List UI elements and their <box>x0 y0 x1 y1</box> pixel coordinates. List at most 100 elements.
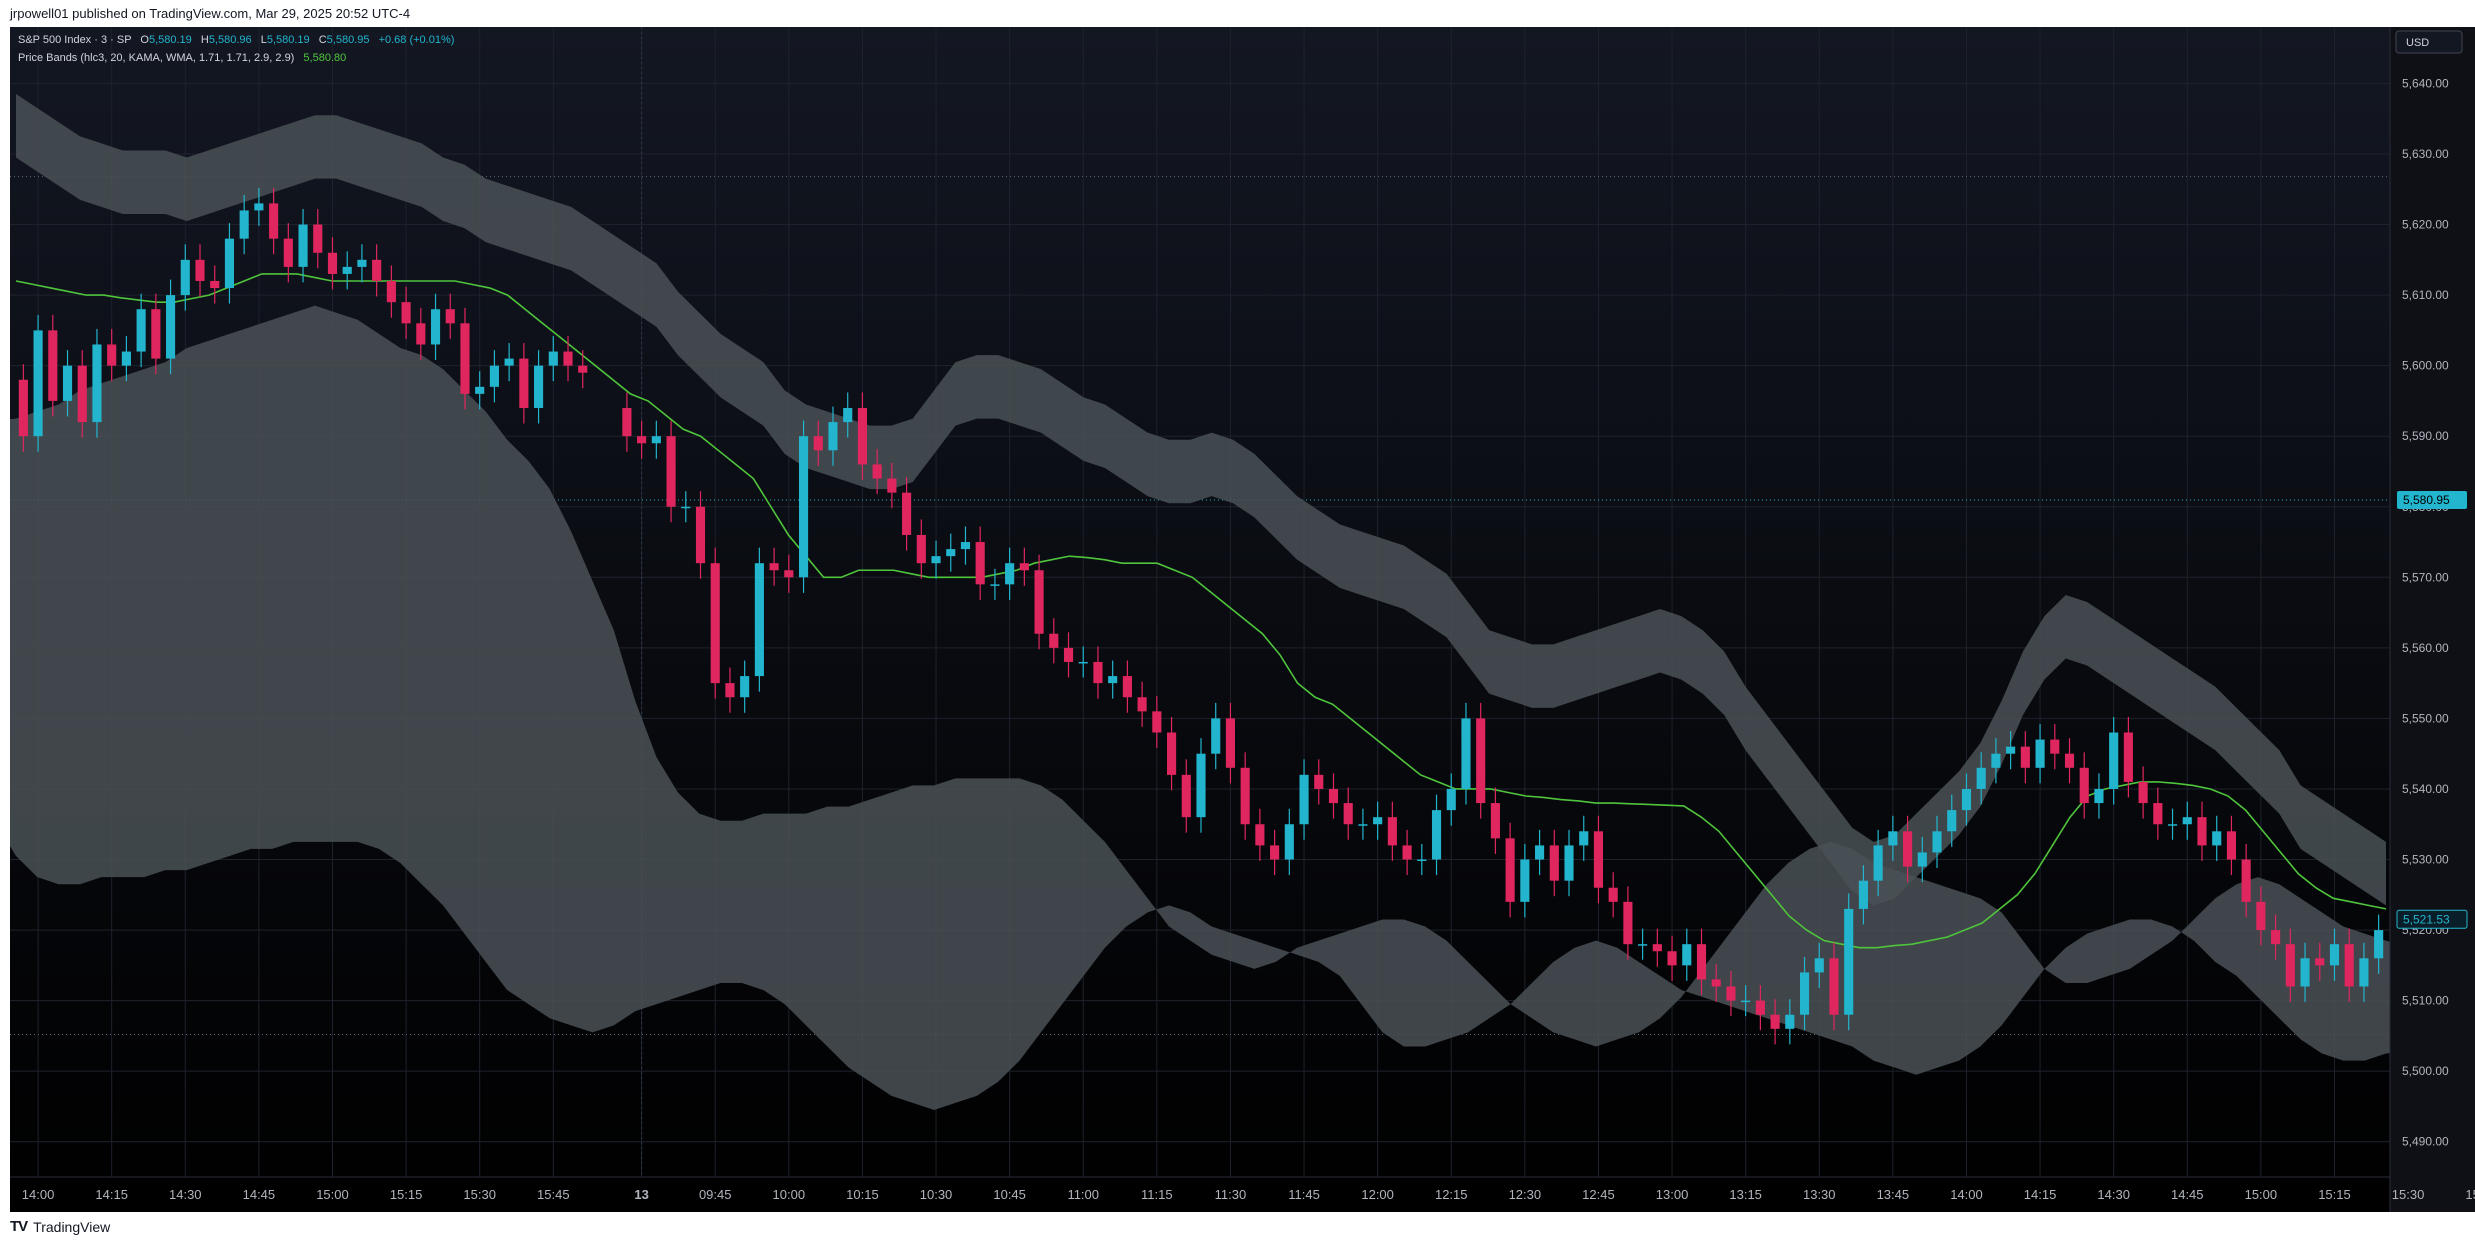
candle-body <box>1579 831 1589 846</box>
candle-body <box>1961 788 1972 811</box>
time-tick-label: 10:45 <box>993 1187 1026 1202</box>
candle-body <box>416 323 426 345</box>
candle-body <box>1270 845 1280 860</box>
candle-body <box>916 534 926 564</box>
candle-body <box>1535 845 1545 860</box>
candle-body <box>224 238 235 289</box>
candle-body <box>1770 1014 1780 1029</box>
candle-body <box>1137 697 1147 712</box>
legend-close-label: C <box>319 34 327 46</box>
candle-body <box>1932 831 1942 853</box>
candle-body <box>2079 767 2089 804</box>
candle-body <box>769 563 779 571</box>
candle-body <box>534 365 544 408</box>
candle-body <box>1785 1014 1795 1029</box>
candle-body <box>1240 767 1250 825</box>
time-tick-label: 11:45 <box>1288 1187 1320 1202</box>
price-tick-label: 5,570.00 <box>2402 570 2449 584</box>
candle-body <box>1387 817 1397 846</box>
candle-body <box>1225 718 1236 768</box>
candle-body <box>269 203 279 239</box>
candle-body <box>180 259 190 296</box>
candle-body <box>1903 831 1913 867</box>
time-tick-label: 13 <box>634 1187 648 1202</box>
candle-body <box>1623 901 1633 945</box>
candle-body <box>327 252 338 274</box>
price-chart[interactable]: 5,490.005,500.005,510.005,520.005,530.00… <box>0 27 2475 1212</box>
candle-body <box>1814 958 1824 973</box>
tradingview-logo[interactable]: TV TradingView <box>10 1218 110 1235</box>
candle-body <box>843 407 853 423</box>
candle-body <box>1211 718 1221 754</box>
time-tick-label: 13:00 <box>1656 1187 1689 1202</box>
candle-body <box>1829 958 1839 1015</box>
candle-body <box>740 676 750 698</box>
currency-button[interactable]: USD <box>2395 30 2463 54</box>
time-tick-label: 12:45 <box>1582 1187 1615 1202</box>
candle-body <box>48 330 58 401</box>
candle-body <box>1181 774 1191 818</box>
brand-name: TradingView <box>33 1218 111 1235</box>
candle-body <box>2050 739 2060 754</box>
time-tick-label: 15:15 <box>390 1187 423 1202</box>
candle-body <box>504 358 514 366</box>
candle-body <box>1476 718 1486 804</box>
candle-body <box>1314 774 1324 789</box>
candle-body <box>1844 908 1854 1015</box>
lower-band <box>0 305 2475 1110</box>
time-axis[interactable]: 14:00 14:15 14:30 14:45 15:00 15:15 15:30 15:45… <box>10 1176 2475 1202</box>
candle-body <box>1019 563 1029 571</box>
candle-body <box>1417 859 1427 862</box>
candle-body <box>298 224 308 267</box>
candle-body <box>2197 817 2207 846</box>
time-tick-label: 15:00 <box>2245 1187 2278 1202</box>
candle-body <box>2064 753 2075 768</box>
candle-body <box>798 436 809 578</box>
candle-body <box>1711 979 1721 987</box>
candle-body <box>2374 930 2384 959</box>
price-axis-background <box>2390 27 2475 1212</box>
candle-body <box>283 238 293 267</box>
price-tick-label: 5,640.00 <box>2402 76 2449 90</box>
candle-body <box>166 295 176 359</box>
time-tick-label: 12:15 <box>1435 1187 1468 1202</box>
time-tick-label: 10:30 <box>920 1187 953 1202</box>
candle-body <box>666 436 676 507</box>
candle-body <box>725 683 735 698</box>
price-axis[interactable]: 5,490.005,500.005,510.005,520.005,530.00… <box>2389 27 2475 1212</box>
candle-body <box>2285 944 2295 987</box>
time-tick-label: 11:30 <box>1215 1187 1247 1202</box>
time-tick-label: 15:15 <box>2318 1187 2351 1202</box>
price-tick-label: 5,590.00 <box>2402 429 2449 443</box>
candle-body <box>357 259 367 267</box>
legend-open-label: O <box>140 34 149 46</box>
candle-body <box>121 351 131 366</box>
candle-body <box>519 358 529 408</box>
candle-body <box>1608 887 1618 902</box>
candle-body <box>489 365 499 387</box>
candle-body <box>401 302 411 324</box>
chart-area[interactable]: 5,490.00 5,500.00 5,510.00 5,520.00 5,530.00… <box>0 27 2475 1212</box>
candle-body <box>2123 732 2133 782</box>
candles <box>18 187 2384 1045</box>
time-tick-label: 13:15 <box>1729 1187 1762 1202</box>
svg-text:Price Bands (hlc3, 20, KAMA, W: Price Bands (hlc3, 20, KAMA, WMA, 1.71, … <box>18 52 346 64</box>
time-tick-label: 14:45 <box>2171 1187 2204 1202</box>
candle-body <box>960 542 971 550</box>
publish-info: jrpowell01 published on TradingView.com,… <box>10 6 411 21</box>
price-tick-label: 5,560.00 <box>2402 641 2449 655</box>
candle-body <box>1888 831 1898 846</box>
candle-body <box>1358 824 1368 826</box>
candle-body <box>1667 951 1677 966</box>
time-tick-label: 15:45 <box>537 1187 570 1202</box>
candle-body <box>1520 859 1530 902</box>
candle-body <box>1005 563 1015 585</box>
price-tick-label: 5,490.00 <box>2402 1135 2449 1149</box>
candle-body <box>1741 1000 1751 1003</box>
candle-body <box>1299 774 1309 825</box>
svg-text:S&P 500 Index · 3 · SP: S&P 500 Index · 3 · SP O5,580.19 H5,580.… <box>18 34 454 46</box>
time-tick-label: 14:15 <box>95 1187 128 1202</box>
candle-body <box>372 259 382 281</box>
candle-body <box>2138 781 2148 804</box>
candle-body <box>622 407 632 437</box>
